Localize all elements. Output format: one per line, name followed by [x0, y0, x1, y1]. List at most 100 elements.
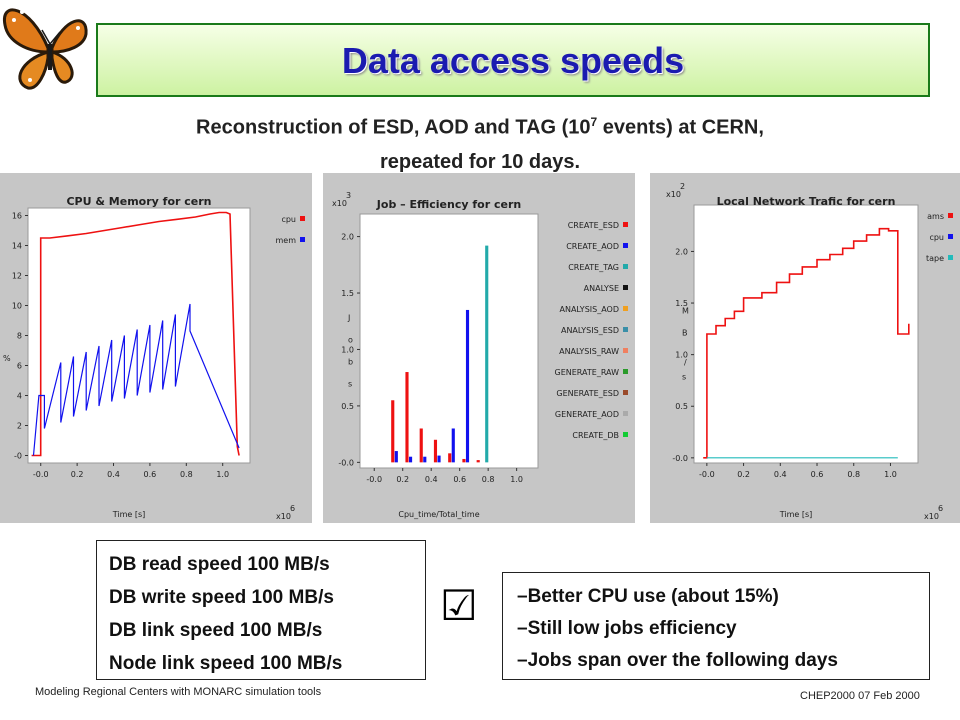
y-axis-label-char: s — [682, 372, 686, 381]
notes-box: –Better CPU use (about 15%) –Still low j… — [502, 572, 930, 680]
multiplier-exponent: 6 — [938, 504, 943, 513]
multiplier-exponent: 2 — [680, 182, 685, 191]
multiplier-label: x10 — [666, 190, 681, 199]
bar-create_esd — [419, 428, 423, 463]
bar-create_esd — [433, 439, 438, 463]
y-tick-label: 14 — [12, 242, 22, 251]
x-tick-label: 0.8 — [847, 470, 860, 479]
slide-title-box: Data access speeds — [96, 23, 930, 97]
x-tick-label: -0.0 — [699, 470, 715, 479]
legend-label-create_tag: CREATE_TAG — [568, 263, 619, 272]
legend-swatch-ams — [948, 213, 953, 218]
legend-swatch-create_aod — [623, 243, 628, 248]
x-axis-label: Time [s] — [779, 510, 813, 519]
legend-swatch-analysis_esd — [623, 327, 628, 332]
x-tick-label: -0.0 — [33, 470, 49, 479]
y-tick-label: 4 — [17, 392, 22, 401]
legend-swatch-create_esd — [623, 222, 628, 227]
y-tick-label: 0.5 — [341, 402, 354, 411]
note-jobs-span: –Jobs span over the following days — [517, 650, 838, 671]
x-tick-label: 0.8 — [482, 475, 495, 484]
legend-label-create_aod: CREATE_AOD — [566, 242, 619, 251]
legend-swatch-analyse — [623, 285, 628, 290]
legend-label-analysis_esd: ANALYSIS_ESD — [561, 326, 619, 335]
legend-label-generate_aod: GENERATE_AOD — [555, 410, 619, 419]
x-tick-label: 0.2 — [737, 470, 750, 479]
y-tick-label: 2.0 — [675, 247, 688, 256]
x-tick-label: 0.2 — [396, 475, 409, 484]
y-axis-label-char: B — [682, 328, 688, 337]
job-efficiency-chart: Job – Efficiency for cern -0.0 0.2 0.4 0.6 0.… — [323, 173, 635, 523]
legend-swatch-generate_raw — [623, 369, 628, 374]
bar-create_esd — [405, 372, 409, 463]
legend-swatch-cpu — [948, 234, 953, 239]
subtitle-line2: repeated for 10 days. — [379, 150, 581, 173]
y-axis-label-char: b — [348, 358, 353, 367]
y-tick-label: 1.0 — [675, 351, 688, 360]
x-tick-label: 0.6 — [811, 470, 824, 479]
footer-left: Modeling Regional Centers with MONARC si… — [35, 686, 322, 698]
x-tick-label: 0.4 — [107, 470, 120, 479]
legend-swatch-analysis_aod — [623, 306, 628, 311]
subtitle-superscript: 7 — [590, 115, 598, 129]
x-axis-label: Cpu_time/Total_time — [398, 510, 479, 519]
legend-label-ams: ams — [927, 212, 944, 221]
y-axis-label-char: M — [682, 306, 689, 315]
y-axis-label-char: / — [684, 358, 687, 367]
legend-label-cpu: cpu — [281, 215, 296, 224]
x-tick-label: 1.0 — [884, 470, 897, 479]
y-tick-label: 2 — [17, 422, 22, 431]
speed-node-link: Node link speed 100 MB/s — [109, 653, 343, 674]
cpu-memory-chart: CPU & Memory for cern -0.0 0.2 0.4 0.6 0.8 1.0… — [0, 173, 312, 523]
plot-area — [27, 207, 251, 464]
y-tick-label: -0 — [14, 452, 22, 461]
legend-swatch-create_db — [623, 432, 628, 437]
legend-swatch-mem — [300, 237, 305, 242]
chart-svg: CPU & Memory for cern -0.0 0.2 0.4 0.6 0.8 1.0… — [3, 195, 305, 521]
chart-title: CPU & Memory for cern — [66, 195, 211, 208]
multiplier-exponent: 3 — [346, 191, 351, 200]
speed-db-link: DB link speed 100 MB/s — [109, 620, 323, 641]
bar-create_aod — [423, 456, 427, 463]
y-tick-label: 0.5 — [675, 402, 688, 411]
note-cpu-use: –Better CPU use (about 15%) — [517, 586, 779, 607]
bar-create_esd — [476, 460, 480, 463]
y-tick-label: 8 — [17, 332, 22, 341]
legend-swatch-generate_aod — [623, 411, 628, 416]
x-axis-label: Time [s] — [112, 510, 146, 519]
plot-area — [693, 204, 919, 464]
y-axis-label-char: o — [348, 336, 353, 345]
y-axis-label-char: J — [347, 314, 350, 323]
y-axis-label-char: s — [348, 380, 352, 389]
legend-swatch-analysis_raw — [623, 348, 628, 353]
legend-swatch-generate_esd — [623, 390, 628, 395]
series-line-cpu — [31, 211, 240, 457]
bar-create_aod — [394, 451, 398, 463]
legend-label-analysis_aod: ANALYSIS_AOD — [559, 305, 619, 314]
chart-title: Local Network Trafic for cern — [717, 195, 896, 208]
x-tick-label: 1.0 — [510, 475, 523, 484]
x-tick-label: 0.6 — [144, 470, 157, 479]
multiplier-label: x10 — [332, 199, 347, 208]
y-tick-label: 12 — [12, 272, 22, 281]
legend-label-cpu: cpu — [929, 233, 944, 242]
bar-create_aod — [451, 428, 455, 463]
multiplier-exponent: 6 — [290, 504, 295, 513]
legend-swatch-tape — [948, 255, 953, 260]
x-tick-label: 0.6 — [453, 475, 466, 484]
speed-db-write: DB write speed 100 MB/s — [109, 587, 334, 608]
butterfly-icon — [2, 8, 88, 90]
y-tick-label: 16 — [12, 212, 22, 221]
bar-create_esd — [391, 400, 395, 463]
y-tick-label: 6 — [17, 362, 22, 371]
series-line-ams — [703, 227, 910, 459]
series-line-mem — [32, 303, 240, 456]
chart-svg: Job – Efficiency for cern -0.0 0.2 0.4 0.6 0.… — [332, 191, 628, 519]
multiplier-label: x10 — [924, 512, 939, 521]
subtitle-line1-pre: Reconstruction of ESD, AOD and TAG (10 — [196, 116, 591, 139]
legend-label-analysis_raw: ANALYSIS_RAW — [559, 347, 619, 356]
checkbox-icon: ☑ — [440, 582, 478, 629]
x-tick-label: 0.4 — [774, 470, 787, 479]
slide-title: Data access speeds — [341, 40, 685, 81]
network-traffic-chart: Local Network Trafic for cern -0.0 0.2 0.4 0… — [650, 173, 960, 523]
